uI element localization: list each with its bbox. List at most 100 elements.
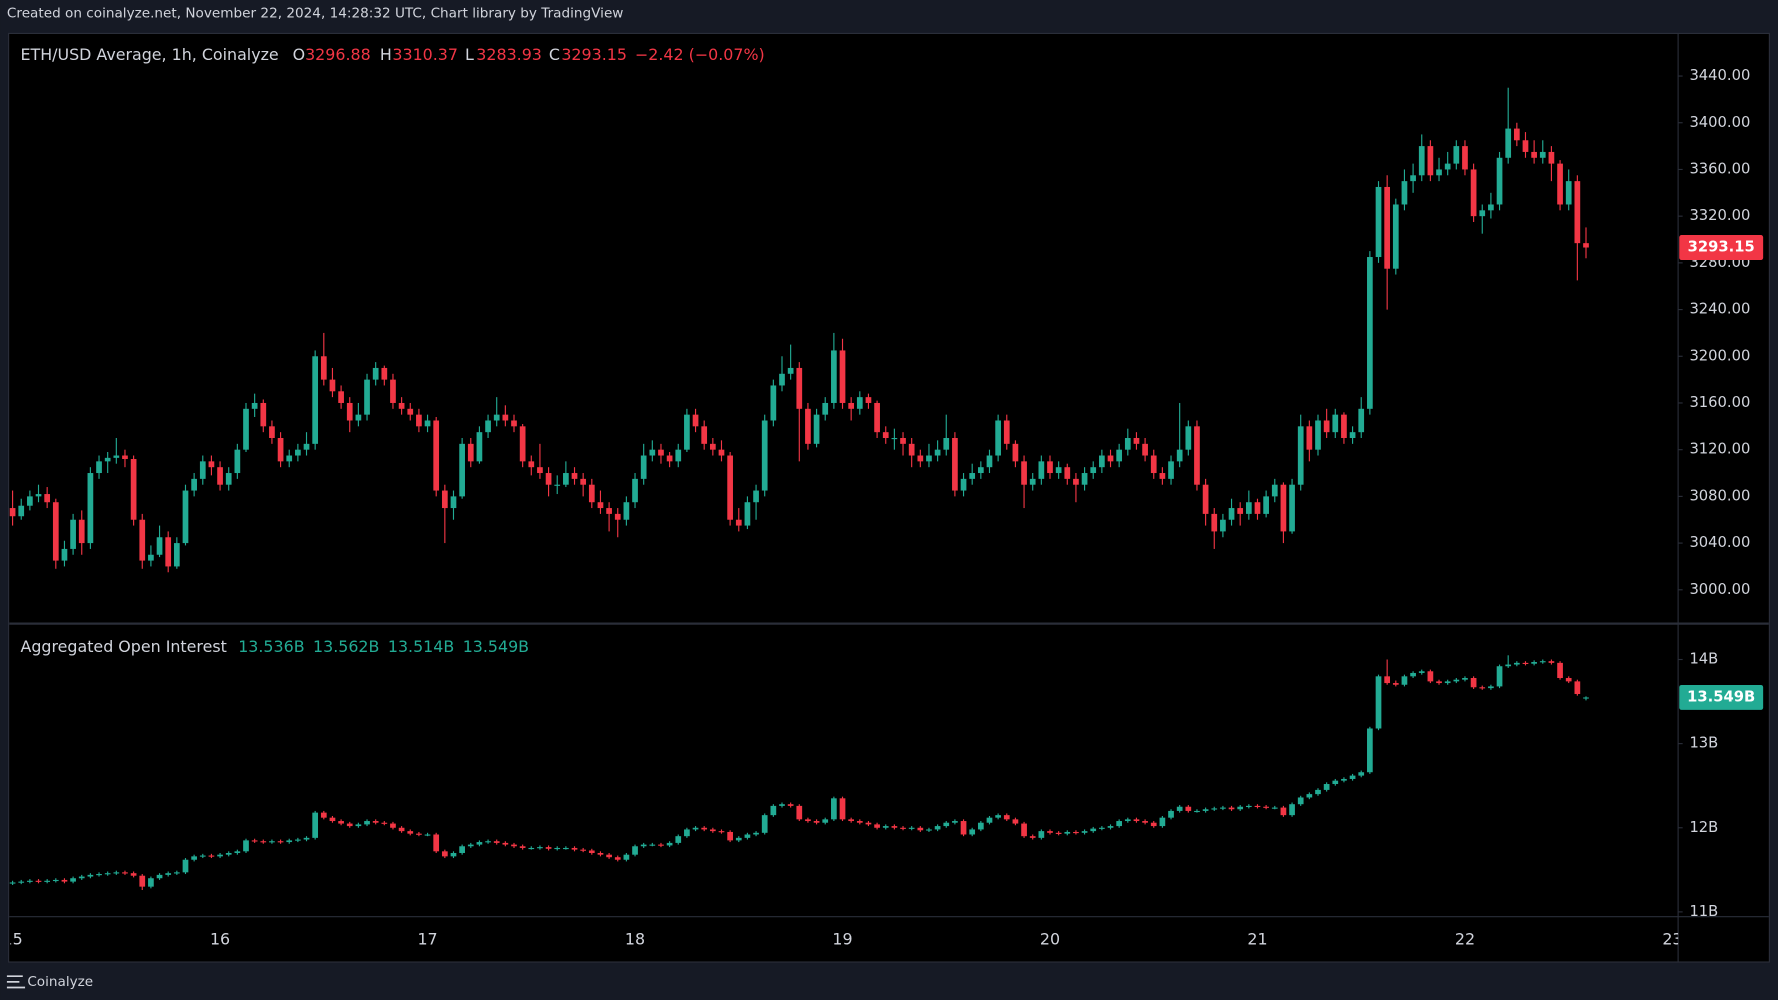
candle-body xyxy=(485,420,491,433)
x-tick-label: 18 xyxy=(625,929,645,948)
y-tick-label: 3080.00 xyxy=(1689,487,1750,504)
candle-body xyxy=(1453,146,1460,164)
candle-body xyxy=(173,872,180,874)
candle-body xyxy=(1513,128,1520,141)
candle-body xyxy=(424,420,431,427)
candle-body xyxy=(1081,473,1088,485)
candle-body xyxy=(632,846,638,855)
candle-body xyxy=(684,414,690,450)
legend: ETH/USD Average, 1h, Coinalyze O 3296.88… xyxy=(21,45,765,656)
y-tick-label: 3400.00 xyxy=(1689,114,1750,131)
candle-body xyxy=(312,356,319,444)
candle-body xyxy=(952,438,958,491)
candle-body xyxy=(1531,662,1537,664)
candle-body xyxy=(1064,467,1071,479)
candle-body xyxy=(130,459,137,520)
candle-body xyxy=(35,494,42,497)
candle-body xyxy=(286,455,293,462)
candle-body xyxy=(1462,146,1468,170)
candle-body xyxy=(416,833,422,835)
candle-body xyxy=(753,832,759,835)
candle-body xyxy=(502,842,509,845)
ohlc-value: 3296.88 xyxy=(305,45,371,64)
candle-body xyxy=(735,837,742,841)
candle-body xyxy=(977,822,984,830)
candle-body xyxy=(813,821,820,823)
last-value-label: 3293.15 xyxy=(1688,239,1755,256)
candle-body xyxy=(614,857,621,860)
candle-body xyxy=(1211,808,1218,810)
candle-body xyxy=(364,821,370,825)
candle-body xyxy=(1055,467,1062,474)
candle-body xyxy=(1107,826,1114,828)
candle-body xyxy=(675,836,682,843)
candle-body xyxy=(156,537,163,555)
candle-body xyxy=(588,484,595,503)
candle-body xyxy=(1462,678,1468,680)
candle-body xyxy=(917,455,924,462)
plot xyxy=(9,87,1589,891)
ohlc-value: 3293.15 xyxy=(561,45,627,64)
candle-body xyxy=(796,367,803,409)
footer: Coinalyze xyxy=(6,974,93,990)
candle-body xyxy=(1124,438,1131,450)
candle-body xyxy=(1583,697,1589,699)
candle-body xyxy=(839,350,846,403)
candle-body xyxy=(1513,662,1520,665)
candle-body xyxy=(969,829,976,835)
candle-body xyxy=(1410,175,1416,182)
candle-body xyxy=(606,854,612,858)
candle-body xyxy=(1263,806,1269,808)
candle-body xyxy=(191,478,197,491)
time-axis: 15 16 17 18 19 20 21 22 23 xyxy=(2,929,1678,948)
candle-body xyxy=(856,821,863,823)
candle-body xyxy=(588,850,595,854)
candle-body xyxy=(1021,823,1027,837)
candle-body xyxy=(658,449,664,456)
candle-body xyxy=(355,414,362,421)
x-tick-label: 15 xyxy=(2,929,22,948)
candle-body xyxy=(1488,204,1494,211)
candle-body xyxy=(113,872,120,874)
candle-body xyxy=(1496,666,1503,687)
oi-value: 13.536B xyxy=(238,637,304,656)
candle-body xyxy=(1557,662,1563,679)
candle-body xyxy=(407,831,414,834)
candle-body xyxy=(511,420,517,427)
candle-body xyxy=(1029,836,1036,838)
candle-body xyxy=(156,874,163,879)
candle-body xyxy=(87,473,94,544)
candle-body xyxy=(1202,809,1209,811)
candle-body xyxy=(623,502,630,520)
candle-body xyxy=(666,842,673,846)
candle-body xyxy=(485,841,491,843)
candle-body xyxy=(1176,449,1183,462)
candle-body xyxy=(217,467,223,485)
candle-body xyxy=(312,812,319,838)
candle-body xyxy=(926,455,932,462)
candle-body xyxy=(1341,778,1347,781)
candle-body xyxy=(1081,831,1088,833)
y-tick-label: 3320.00 xyxy=(1689,207,1750,224)
candle-body xyxy=(744,502,751,526)
y-tick-label: 11B xyxy=(1689,903,1718,920)
candle-body xyxy=(528,461,535,468)
candle-body xyxy=(839,798,846,820)
candle-body xyxy=(1358,408,1365,433)
candle-body xyxy=(329,817,336,822)
candle-body xyxy=(554,847,561,850)
candle-body xyxy=(277,841,284,843)
candle-body xyxy=(476,842,483,845)
candle-body xyxy=(1349,775,1356,779)
candle-body xyxy=(191,856,197,860)
y-tick-label: 13B xyxy=(1689,735,1718,752)
candle-body xyxy=(1306,794,1313,798)
candle-body xyxy=(269,841,275,843)
y-tick-label: 3240.00 xyxy=(1689,301,1750,318)
candle-body xyxy=(1427,146,1434,176)
candle-body xyxy=(1047,831,1053,833)
candle-body xyxy=(1289,484,1295,532)
candle-body xyxy=(865,822,872,825)
candle-body xyxy=(234,449,241,474)
